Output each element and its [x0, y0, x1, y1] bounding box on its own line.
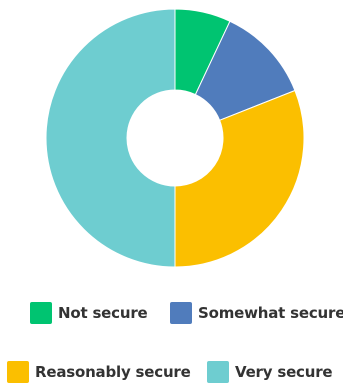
legend-label-reasonably-secure: Reasonably secure: [35, 363, 191, 381]
legend-label-not-secure: Not secure: [58, 304, 148, 322]
legend-label-very-secure: Very secure: [235, 363, 333, 381]
legend-swatch-somewhat-secure: [170, 302, 192, 324]
slice-very-secure: [45, 8, 176, 268]
legend-item-very-secure: Very secure: [207, 361, 333, 383]
legend-item-reasonably-secure: Reasonably secure: [7, 361, 191, 383]
legend-item-not-secure: Not secure: [30, 302, 148, 324]
legend-swatch-very-secure: [207, 361, 229, 383]
legend-label-somewhat-secure: Somewhat secure: [198, 304, 343, 322]
donut-chart: [45, 8, 305, 268]
donut-slices: [45, 8, 305, 268]
slice-reasonably-secure: [174, 89, 305, 268]
legend-swatch-reasonably-secure: [7, 361, 29, 383]
legend-item-somewhat-secure: Somewhat secure: [170, 302, 343, 324]
legend-swatch-not-secure: [30, 302, 52, 324]
